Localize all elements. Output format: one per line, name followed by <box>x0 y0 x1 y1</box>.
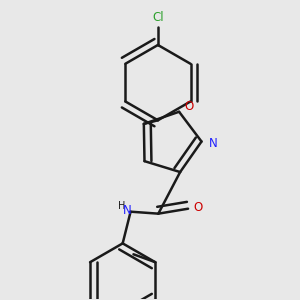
Text: H: H <box>118 201 125 211</box>
Text: N: N <box>209 137 218 150</box>
Text: N: N <box>123 204 132 217</box>
Text: Cl: Cl <box>152 11 164 24</box>
Text: O: O <box>193 201 203 214</box>
Text: O: O <box>184 100 194 113</box>
